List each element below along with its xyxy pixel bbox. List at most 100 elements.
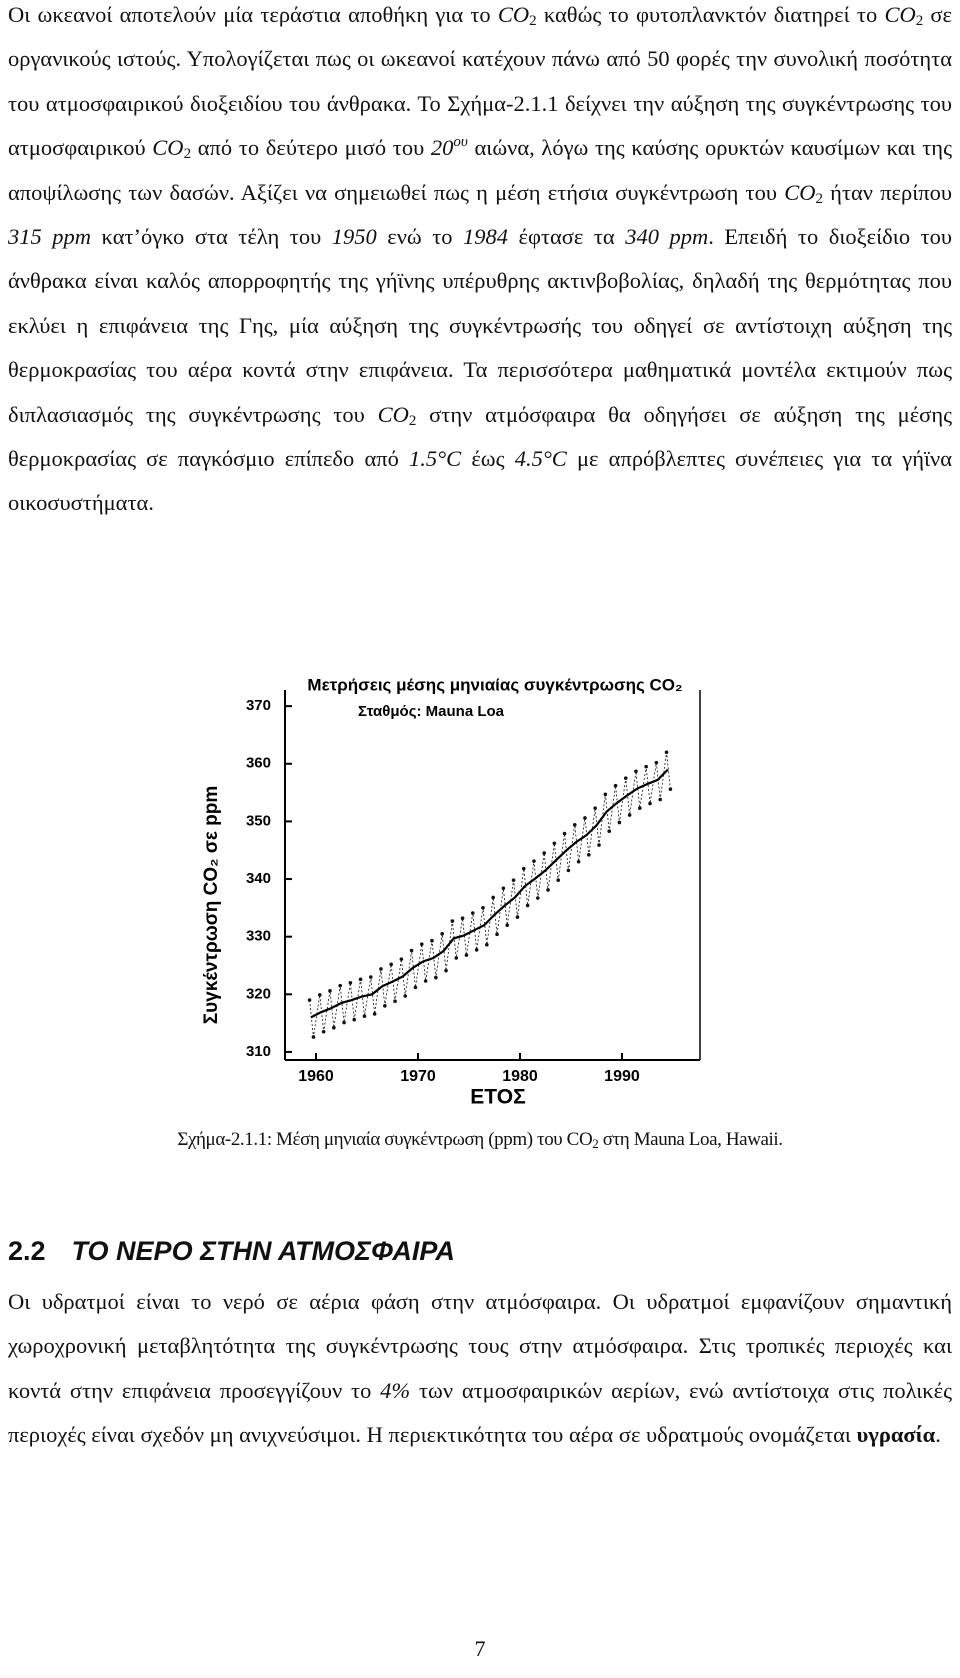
monthly-point xyxy=(648,801,652,806)
text-run: 315 ppm xyxy=(8,224,92,250)
text-run: 1984 xyxy=(463,224,509,250)
monthly-point xyxy=(434,975,438,980)
text-run: έφτασε τα xyxy=(508,224,626,250)
text-run: CO xyxy=(152,135,184,161)
text-run: CO xyxy=(377,401,409,427)
monthly-point xyxy=(546,888,550,892)
monthly-point xyxy=(515,915,520,919)
monthly-point xyxy=(485,942,489,947)
monthly-point xyxy=(664,750,669,755)
monthly-point xyxy=(342,1020,346,1025)
monthly-point xyxy=(464,953,469,957)
monthly-point xyxy=(668,787,673,791)
monthly-point xyxy=(607,829,612,833)
monthly-point xyxy=(556,878,561,882)
text-run: έως xyxy=(461,446,515,472)
monthly-point xyxy=(501,886,506,891)
text-run: . xyxy=(935,1422,941,1448)
text-run: . Επειδή το διοξείδιο του άνθρακα είναι … xyxy=(8,224,953,427)
text-run: 2 xyxy=(592,1136,599,1151)
y-tick-label: 330 xyxy=(246,928,271,945)
text-run: Οι ωκεανοί αποτελούν μία τεράστια αποθήκ… xyxy=(8,2,498,27)
monthly-point xyxy=(566,868,571,873)
chart: Μετρήσεις μέσης μηνιαίας συγκέντρωσης CO… xyxy=(201,675,701,1109)
monthly-point xyxy=(352,1017,357,1022)
monthly-point xyxy=(593,806,597,810)
y-tick-label: 350 xyxy=(246,812,271,829)
y-tick-label: 360 xyxy=(246,755,271,772)
monthly-point xyxy=(613,783,618,788)
monthly-point xyxy=(654,760,659,765)
text-run: 340 ppm xyxy=(625,224,709,250)
monthly-point xyxy=(409,948,414,953)
monthly-point xyxy=(317,993,322,997)
monthly-point xyxy=(368,975,373,979)
monthly-point xyxy=(583,816,587,820)
monthly-point xyxy=(491,895,495,900)
monthly-point xyxy=(413,985,418,990)
monthly-point xyxy=(542,851,546,855)
monthly-point xyxy=(576,859,581,864)
text-run: 2 xyxy=(529,13,537,29)
text-run: ενώ το xyxy=(376,224,464,250)
monthly-point xyxy=(627,813,632,817)
monthly-point xyxy=(393,999,397,1004)
monthly-point xyxy=(481,906,485,910)
monthly-point xyxy=(311,1035,316,1039)
monthly-point xyxy=(450,919,455,923)
monthly-point xyxy=(444,968,448,973)
text-run: στην ατμόσφαιρα θα οδηγήσει σε αύξηση τη… xyxy=(8,401,952,472)
text-run: με απρόβλεπτες συνέπειες για τα γήϊνα οι… xyxy=(8,446,952,516)
trend-line xyxy=(310,768,669,1019)
x-tick-label: 1980 xyxy=(502,1068,538,1085)
monthly-point xyxy=(597,843,601,847)
monthly-point xyxy=(430,938,434,943)
text-run: αιώνα, λόγω της καύσης ορυκτών καυσίμων … xyxy=(8,135,952,205)
y-tick-label: 370 xyxy=(246,697,271,714)
monthly-point xyxy=(638,806,642,810)
monthly-point xyxy=(403,994,408,998)
monthly-point xyxy=(379,967,383,971)
text-run: από το δεύτερο μισό του xyxy=(191,135,431,161)
monthly-point xyxy=(321,1029,326,1034)
text-run: 4% xyxy=(380,1377,411,1403)
text-run: υγρασία xyxy=(856,1422,936,1448)
monthly-point xyxy=(419,942,424,946)
monthly-point xyxy=(552,841,557,846)
monthly-point xyxy=(532,859,536,863)
text-run: κατ’όγκο στα τέλη του xyxy=(91,224,332,250)
page-number: 7 xyxy=(474,1636,486,1661)
x-tick-label: 1970 xyxy=(400,1068,436,1085)
text-run: καθώς το φυτοπλανκτόν διατηρεί το xyxy=(536,2,885,27)
monthly-point xyxy=(644,764,648,769)
text-run: Σχήμα-2.1.1: Μέση μηνιαία συγκέντρωση (p… xyxy=(177,1129,593,1150)
monthly-point xyxy=(470,911,475,915)
monthly-point xyxy=(511,878,516,882)
section-title: ΤΟ ΝΕΡΟ ΣΤΗΝ ΑΤΜΟΣΦΑΙΡΑ xyxy=(71,1236,455,1266)
monthly-point xyxy=(307,998,312,1002)
monthly-point xyxy=(617,820,622,825)
monthly-point xyxy=(658,797,663,802)
text-run: 4.5°C xyxy=(514,446,567,472)
monthly-point xyxy=(562,831,567,836)
monthly-point xyxy=(399,957,404,961)
monthly-point xyxy=(623,776,628,780)
x-tick-label: 1990 xyxy=(604,1068,640,1085)
monthly-point xyxy=(587,853,591,857)
text-run: CO xyxy=(497,2,530,27)
text-run: 2 xyxy=(815,190,823,207)
paragraph: Οι ωκεανοί αποτελούν μία τεράστια αποθήκ… xyxy=(8,0,952,526)
y-tick-label: 310 xyxy=(246,1043,271,1060)
monthly-point xyxy=(474,948,479,952)
monthly-point xyxy=(358,977,363,982)
monthly-point xyxy=(348,980,353,985)
monthly-point xyxy=(440,931,444,936)
section-number: 2.2 xyxy=(8,1236,46,1266)
x-axis-label: ΕΤΟΣ xyxy=(470,1086,525,1109)
text-run: σε οργανικούς ιστούς. Υπολογίζεται πως ο… xyxy=(8,2,953,161)
text-run: CO xyxy=(884,2,916,27)
text-run: στη Mauna Loa, Hawaii. xyxy=(598,1129,783,1150)
text-run: CO xyxy=(784,179,816,205)
y-axis-label: Συγκέντρωση CO₂ σε ppm xyxy=(201,786,222,1025)
monthly-point xyxy=(505,923,510,927)
